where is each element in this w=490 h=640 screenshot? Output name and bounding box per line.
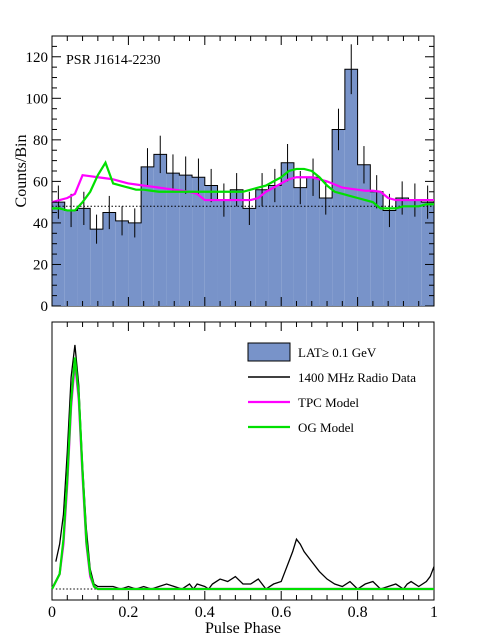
top-axis-ticks: 0 20 40 60 80 100 120	[26, 36, 434, 315]
legend-label: LAT≥ 0.1 GeV	[298, 345, 377, 360]
histogram-bar	[243, 208, 256, 306]
histogram-bar	[230, 189, 243, 306]
histogram-bar	[255, 189, 269, 306]
histogram-group	[51, 68, 435, 306]
error-bar-group	[57, 44, 429, 244]
histogram-bar	[357, 164, 371, 306]
legend-swatch-box	[247, 342, 291, 362]
histogram-bar	[395, 198, 409, 306]
histogram-bar	[421, 202, 434, 306]
x-tick-label: 0.8	[348, 604, 368, 621]
y-tick-label: 120	[26, 50, 49, 66]
bottom-plot-frame	[51, 321, 435, 601]
histogram-bar	[64, 210, 78, 306]
histogram-bar	[217, 200, 231, 306]
bottom-panel-radio-model: 0 0.2 0.4 0.6 0.8 1 LAT≥ 0.1 GeV 1400 MHz Radi…	[48, 321, 438, 637]
histogram-bar	[306, 177, 320, 306]
x-tick-label: 0	[48, 604, 56, 621]
tpc-model-curve-top	[51, 173, 434, 204]
histogram-bar	[383, 210, 396, 306]
histogram-bar	[166, 173, 180, 306]
x-tick-label: 0.2	[118, 604, 138, 621]
legend-label: OG Model	[298, 420, 354, 435]
x-tick-label: 1	[430, 604, 438, 621]
histogram-bar	[268, 185, 282, 306]
y-tick-label: 20	[33, 257, 48, 273]
x-tick-label: 0.4	[195, 604, 215, 621]
bottom-curves-group	[51, 344, 435, 591]
histogram-bar	[408, 200, 422, 306]
histogram-bar	[192, 177, 205, 306]
histogram-bar	[204, 185, 218, 306]
histogram-bar	[153, 154, 167, 306]
tpc-model-curve-bottom	[51, 362, 434, 591]
y-tick-label: 100	[26, 91, 49, 107]
model-curves-group	[51, 160, 434, 212]
histogram-bar	[319, 198, 333, 306]
histogram-bar	[332, 129, 345, 306]
histogram-bar	[281, 162, 294, 306]
histogram-bar	[128, 222, 142, 306]
histogram-bar	[52, 202, 65, 306]
legend-label: TPC Model	[298, 395, 359, 410]
legend-label: 1400 MHz Radio Data	[298, 370, 416, 385]
histogram-bar	[90, 229, 103, 306]
histogram-bar	[77, 208, 91, 306]
histogram-bar	[370, 191, 384, 306]
histogram-bar	[141, 166, 154, 306]
top-panel-gamma-histogram: 0 20 40 60 80 100 120 PSR J1614-2230 Counts/Bi…	[13, 35, 435, 315]
y-tick-label: 40	[33, 216, 48, 232]
x-axis-label: Pulse Phase	[205, 620, 281, 637]
histogram-bar	[293, 187, 307, 306]
radio-data-curve	[55, 344, 435, 591]
y-axis-label: Counts/Bin	[13, 135, 30, 208]
pulsar-name-label: PSR J1614-2230	[66, 53, 161, 68]
histogram-bar	[115, 220, 129, 306]
og-model-curve-bottom	[51, 357, 434, 591]
og-model-curve-top	[52, 160, 434, 212]
y-tick-label: 80	[33, 133, 48, 149]
x-tick-label: 0.6	[271, 604, 291, 621]
bottom-axis-ticks: 0 0.2 0.4 0.6 0.8 1	[48, 322, 438, 621]
histogram-bar	[344, 69, 358, 306]
y-tick-label: 60	[33, 174, 48, 190]
histogram-bar	[179, 175, 193, 306]
y-tick-label: 0	[41, 299, 49, 315]
legend: LAT≥ 0.1 GeV 1400 MHz Radio Data TPC Model…	[247, 342, 416, 435]
histogram-bar	[102, 212, 116, 306]
